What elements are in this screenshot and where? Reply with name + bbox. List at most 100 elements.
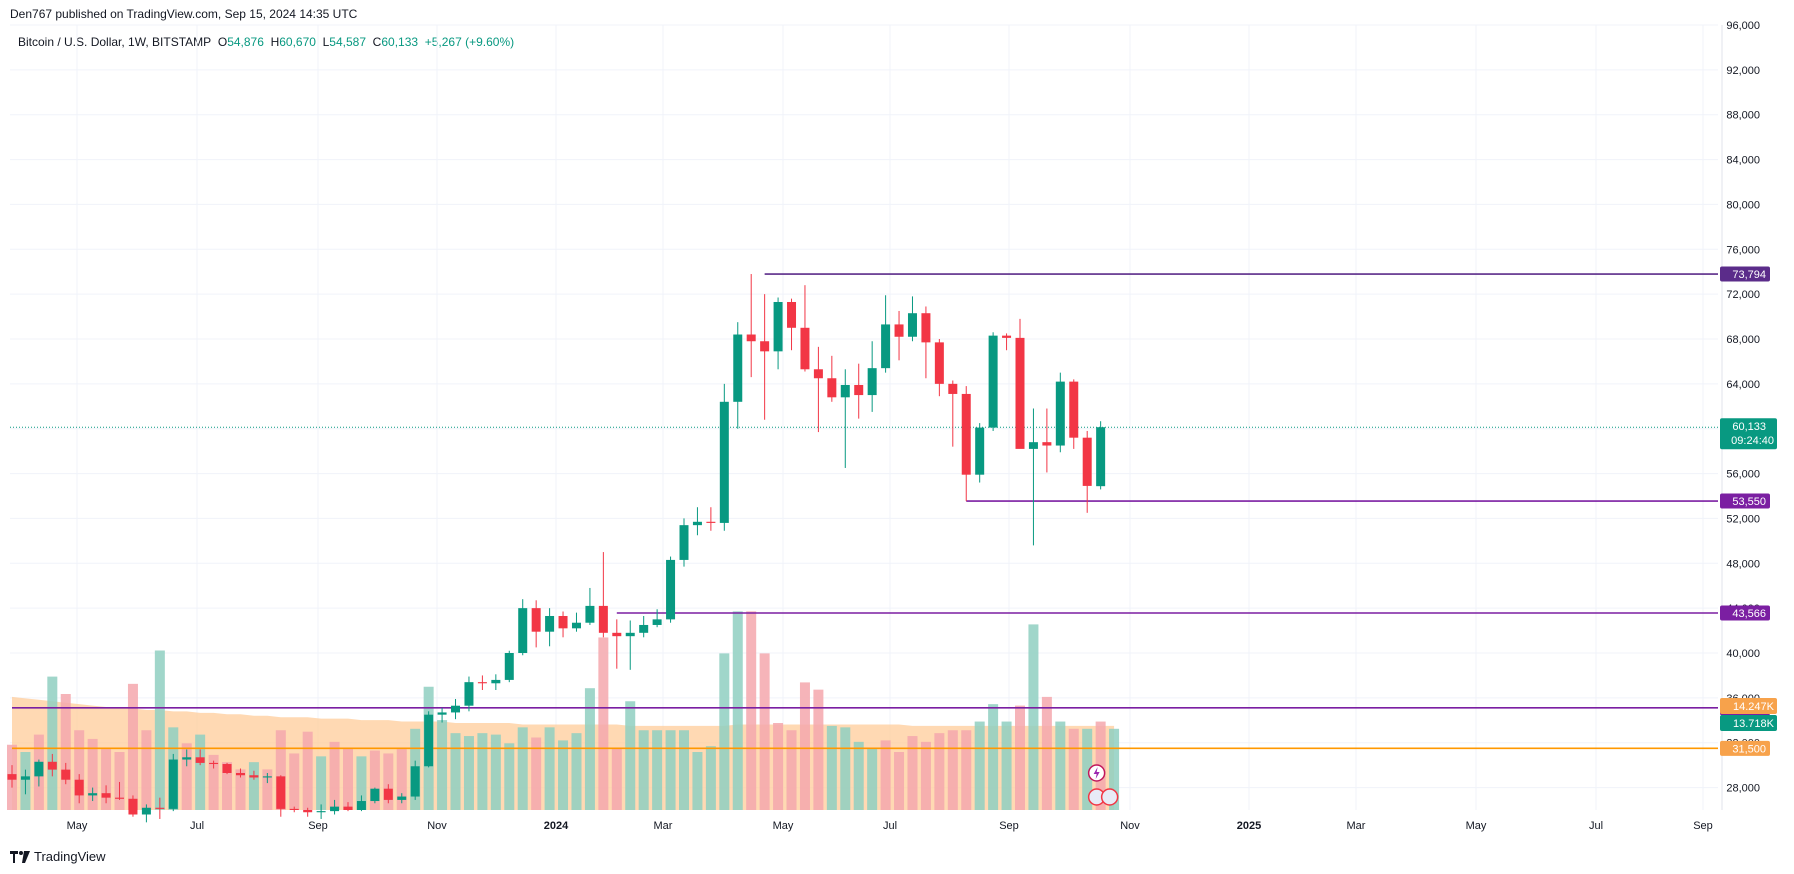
- candle-body: [316, 811, 326, 813]
- volume-bar: [383, 753, 394, 810]
- y-tick-label: 92,000: [1726, 65, 1760, 77]
- volume-bar: [598, 637, 609, 810]
- candle-body: [262, 776, 272, 778]
- y-tick-label: 52,000: [1726, 513, 1760, 525]
- volume-bar: [477, 733, 488, 810]
- candle-body: [531, 608, 541, 632]
- candle-body: [787, 301, 797, 328]
- level-price-tag-bg: [1720, 740, 1770, 756]
- volume-bar: [773, 723, 784, 810]
- candle-body: [209, 762, 219, 765]
- x-tick-label: 2025: [1237, 820, 1261, 832]
- level-price-tag-bg: [1720, 266, 1770, 282]
- volume-bar: [679, 730, 689, 810]
- volume-bar: [1082, 728, 1093, 810]
- candle-body: [1042, 442, 1052, 446]
- candle-body: [34, 761, 44, 777]
- candle-body: [975, 427, 985, 475]
- symbol-legend: Bitcoin / U.S. Dollar, 1W, BITSTAMP O54,…: [18, 35, 514, 49]
- candle-body: [7, 774, 17, 780]
- x-tick-label: Nov: [1120, 820, 1140, 832]
- volume-bar: [369, 750, 380, 810]
- candle-body: [639, 624, 649, 633]
- volume-bar: [463, 736, 474, 810]
- candle-body: [625, 632, 635, 637]
- volume-bar: [316, 756, 327, 810]
- candle-body: [760, 341, 770, 352]
- candle-body: [1096, 427, 1106, 487]
- volume-bar: [867, 747, 878, 810]
- candle-body: [867, 368, 877, 396]
- candle-body: [961, 393, 971, 475]
- symbol-title: Bitcoin / U.S. Dollar, 1W, BITSTAMP: [18, 35, 212, 49]
- volume-bar: [571, 733, 582, 810]
- candle-body: [1069, 381, 1079, 438]
- volume-bar: [235, 769, 246, 810]
- volume-bar: [988, 704, 999, 810]
- candle-body: [101, 793, 111, 798]
- volume-bar: [1028, 624, 1039, 810]
- candle-body: [1055, 381, 1065, 446]
- volume-bar: [813, 689, 824, 810]
- candle-body: [571, 622, 581, 629]
- tradingview-brand[interactable]: TradingView: [10, 849, 106, 864]
- candle-body: [1028, 442, 1038, 449]
- x-tick-label: Mar: [1347, 820, 1366, 832]
- candle-body: [800, 327, 810, 370]
- y-tick-label: 40,000: [1726, 648, 1760, 660]
- candle-body: [733, 334, 743, 402]
- x-tick-label: Mar: [654, 820, 673, 832]
- x-tick-label: May: [773, 820, 794, 832]
- candle-body: [679, 525, 689, 560]
- volume-bar: [665, 730, 676, 810]
- candle-body: [854, 384, 864, 396]
- volume-bar: [652, 730, 663, 810]
- volume-bar: [799, 682, 810, 810]
- candle-body: [773, 301, 783, 352]
- candle-body: [451, 705, 461, 713]
- candle-body: [370, 788, 380, 802]
- candle-body: [249, 775, 259, 778]
- candle-body: [652, 619, 662, 625]
- candle-body: [330, 806, 340, 812]
- volume-bar: [60, 694, 71, 810]
- candle-body: [410, 766, 420, 797]
- candle-body: [907, 313, 917, 337]
- volume-bar: [154, 650, 165, 810]
- candle-body: [303, 810, 313, 813]
- candle-body: [518, 608, 528, 653]
- last-price-tag: 60,133: [1732, 421, 1766, 433]
- candle-body: [692, 521, 702, 526]
- volume-bar: [141, 730, 152, 810]
- volume-bar: [974, 721, 985, 810]
- candle-body: [1002, 335, 1012, 338]
- volume-bar: [101, 749, 112, 810]
- candle-body: [141, 807, 151, 815]
- level-price-tag-bg: [1720, 493, 1770, 509]
- candle-body: [356, 801, 366, 810]
- us-flag-event-icon: [1100, 788, 1119, 806]
- y-tick-label: 72,000: [1726, 289, 1760, 301]
- volume-bar: [1109, 728, 1120, 810]
- candle-body: [128, 798, 138, 815]
- candle-body: [477, 682, 487, 684]
- x-tick-label: May: [1466, 820, 1487, 832]
- candle-body: [666, 559, 676, 620]
- close-value: 60,133: [381, 35, 419, 49]
- low-value: 54,587: [329, 35, 366, 49]
- candle-body: [746, 334, 756, 342]
- volume-bar: [329, 741, 340, 810]
- close-label: C: [372, 35, 382, 49]
- volume-bar: [719, 653, 730, 810]
- x-tick-label: Jul: [883, 820, 897, 832]
- volume-bar: [195, 734, 206, 810]
- candle-body: [222, 764, 232, 773]
- volume-bar: [853, 741, 864, 810]
- y-tick-label: 28,000: [1726, 783, 1760, 795]
- candle-body: [504, 653, 514, 680]
- volume-bar: [907, 736, 918, 810]
- volume-bar: [759, 653, 770, 810]
- volume-tag-bg: [1720, 698, 1777, 714]
- candle-body: [988, 335, 998, 428]
